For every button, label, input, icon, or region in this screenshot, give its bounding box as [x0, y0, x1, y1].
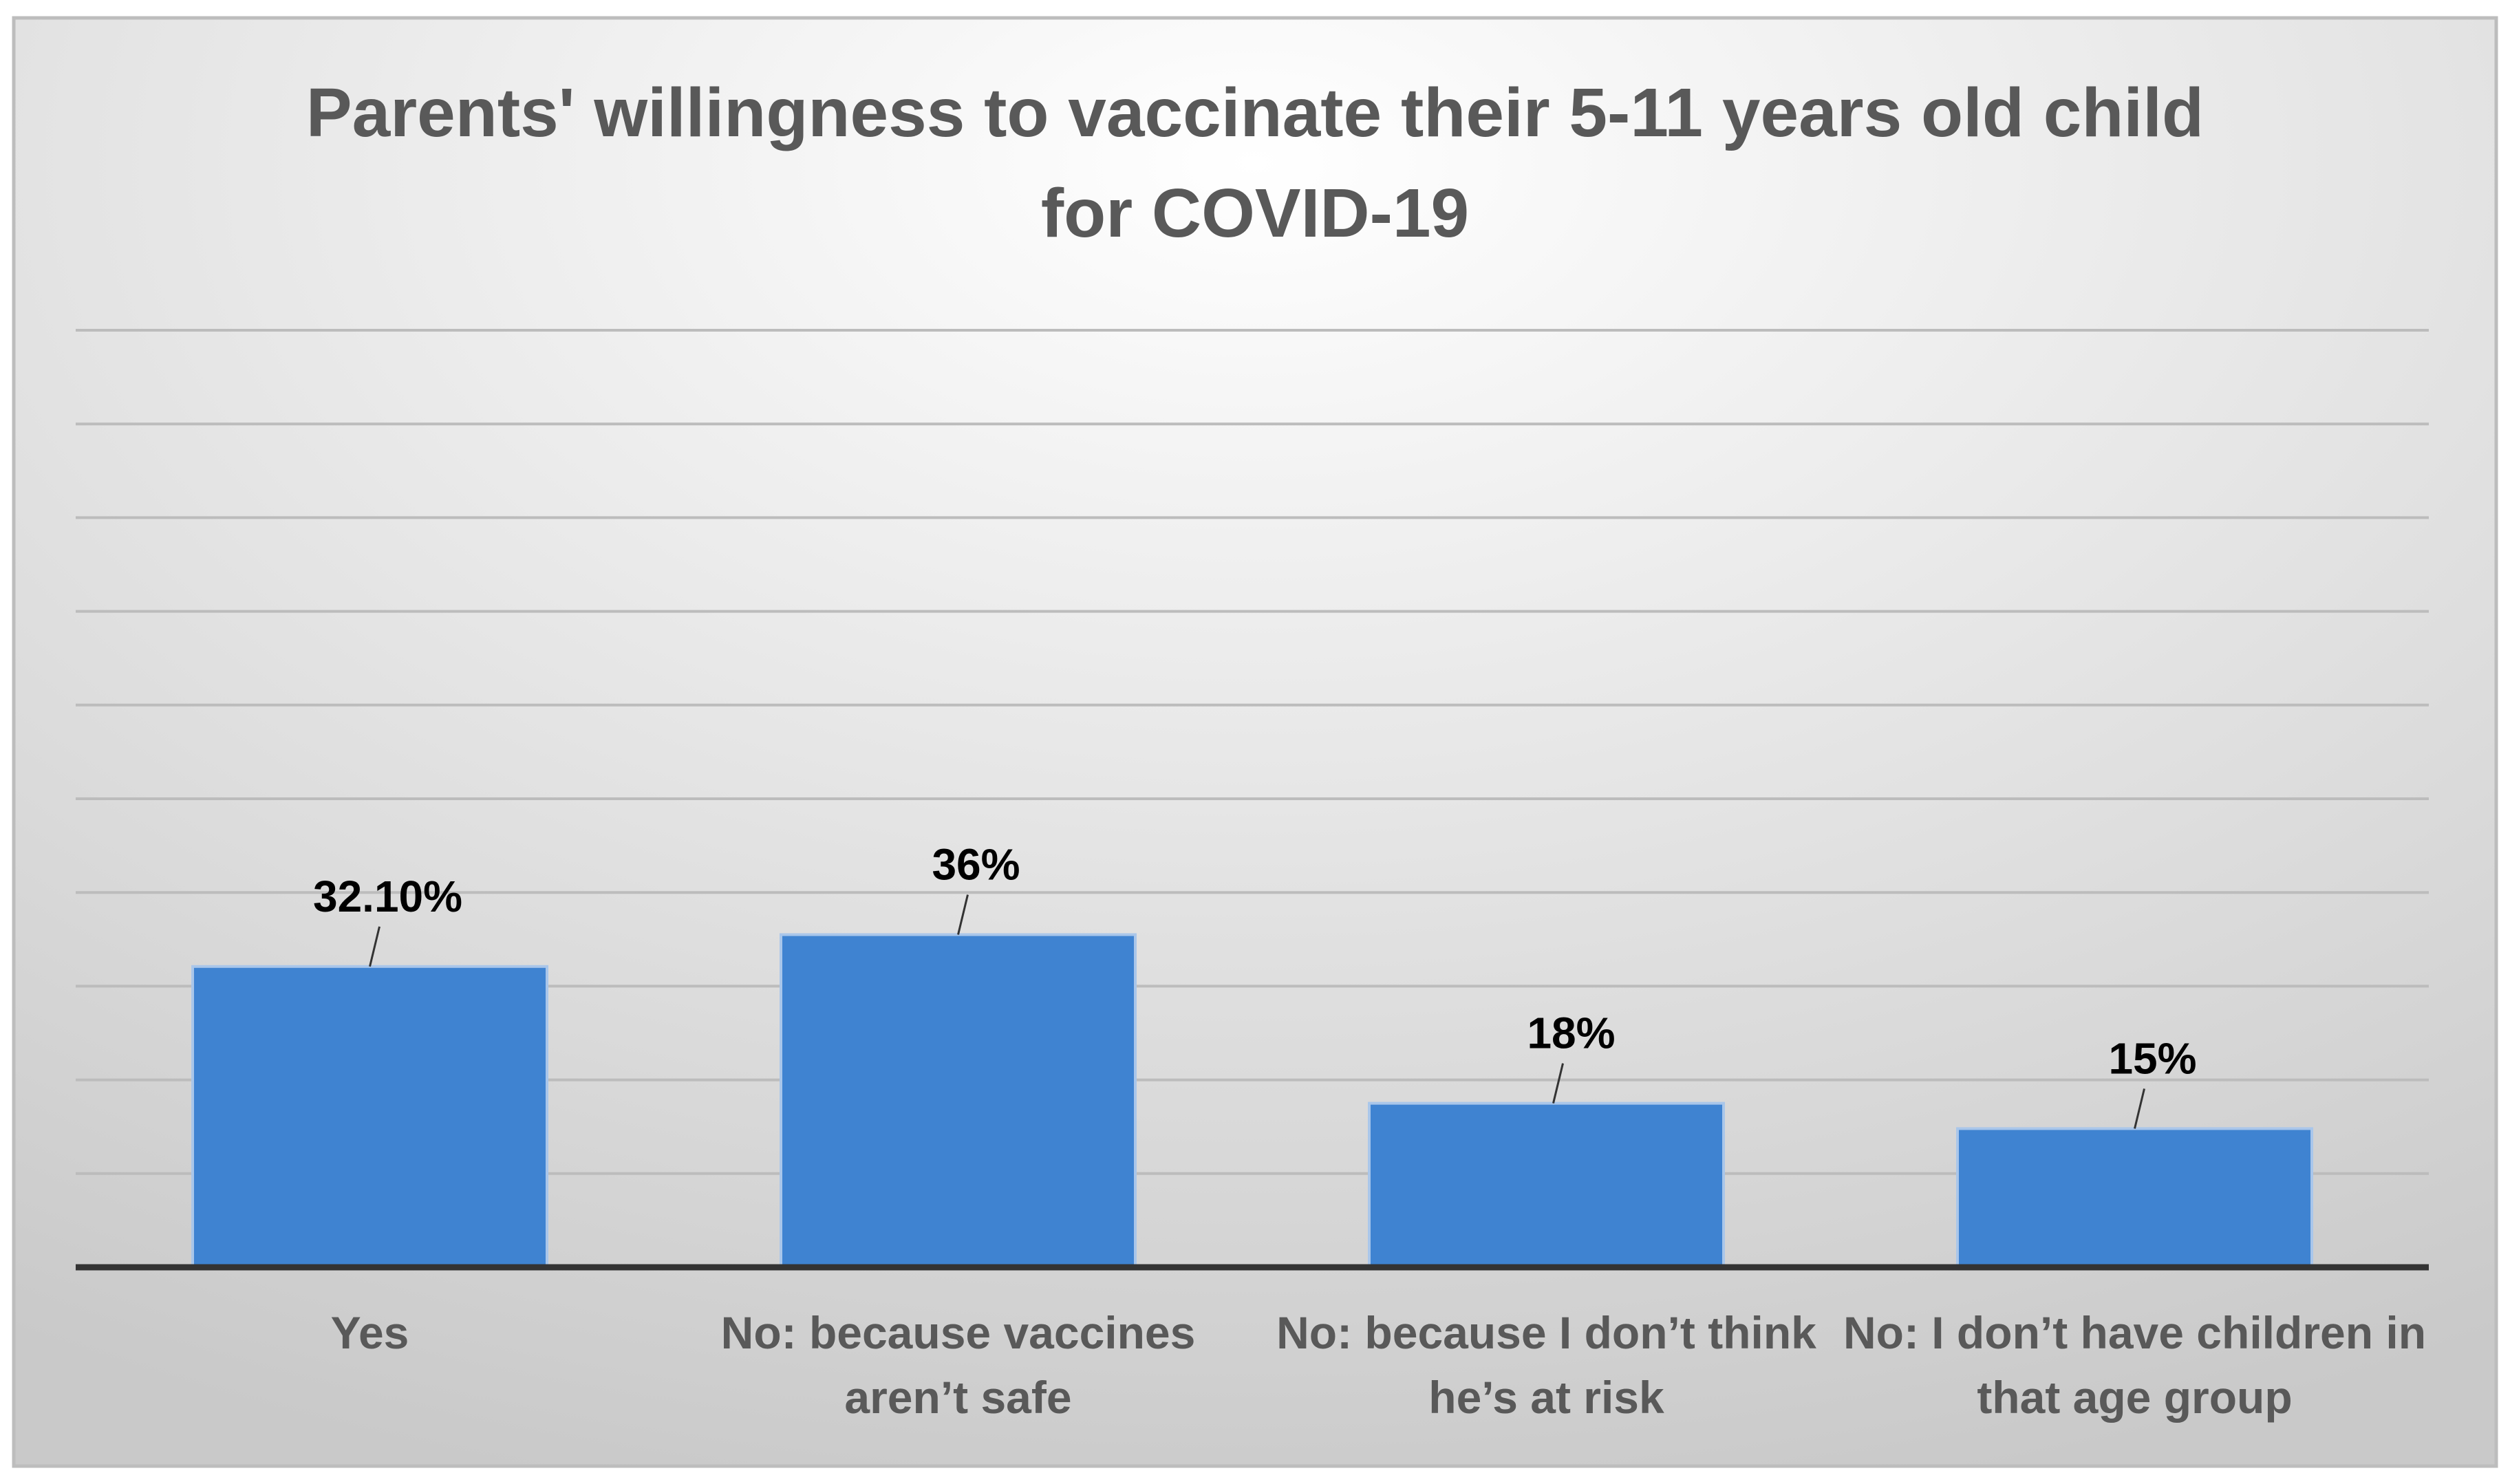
leader-line — [369, 926, 380, 967]
category-label: he’s at risk — [1428, 1372, 1664, 1423]
leader-line — [1552, 1063, 1564, 1104]
bar — [191, 965, 548, 1269]
category-label: No: I don’t have children in — [1843, 1307, 2426, 1358]
leader-line — [2134, 1088, 2145, 1129]
data-label: 36% — [932, 839, 1020, 889]
data-label: 18% — [1527, 1009, 1615, 1058]
category-label: that age group — [1977, 1372, 2292, 1423]
chart-title-line: for COVID-19 — [1041, 175, 1469, 252]
bar — [1956, 1127, 2313, 1269]
category-label: Yes — [331, 1307, 409, 1358]
bars — [191, 933, 2313, 1269]
data-label: 15% — [2108, 1033, 2196, 1083]
bar — [780, 933, 1137, 1269]
chart-title: Parents' willingness to vaccinate their … — [306, 74, 2204, 252]
leader-lines — [369, 894, 2145, 1129]
category-label: aren’t safe — [844, 1372, 1071, 1423]
category-label: No: because vaccines — [721, 1307, 1196, 1358]
category-label: No: because I don’t think — [1276, 1307, 1816, 1358]
bar — [1368, 1101, 1725, 1269]
data-label: 32.10% — [313, 872, 462, 921]
chart-title-line: Parents' willingness to vaccinate their … — [306, 74, 2204, 151]
leader-line — [957, 894, 969, 935]
category-labels: Yes No: because vaccines aren’t safe No: be… — [331, 1307, 2426, 1423]
data-labels: 32.10% 36% 18% 15% — [313, 839, 2197, 1083]
